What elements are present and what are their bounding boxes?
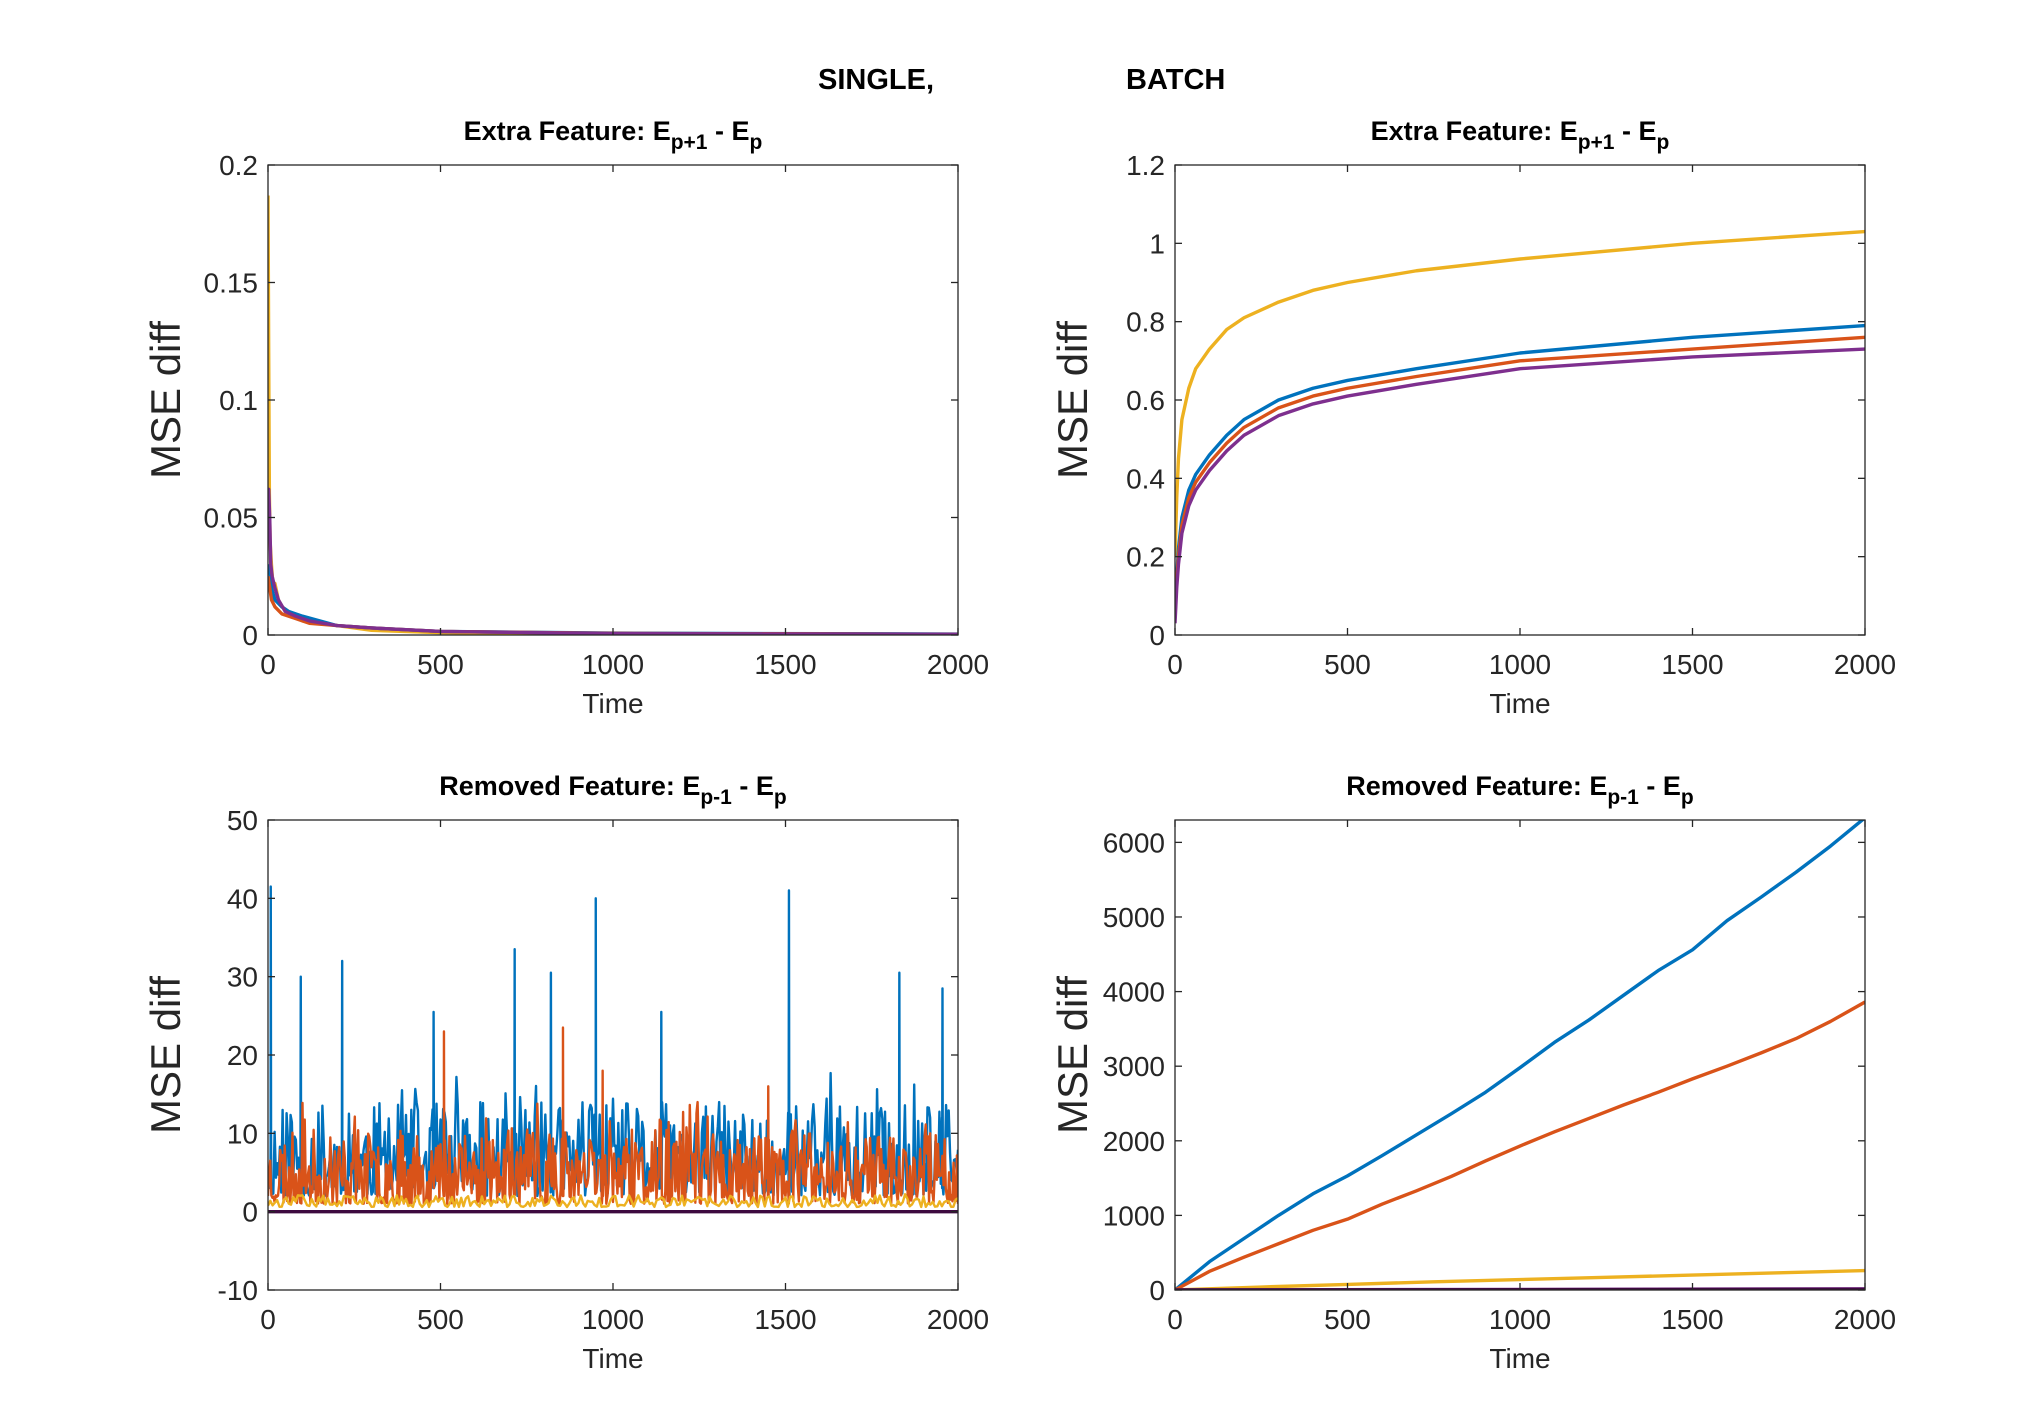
y-tick-label: 0.6 [1126, 385, 1165, 416]
x-tick-label: 500 [1324, 649, 1371, 680]
y-axis-label: MSE diff [142, 321, 189, 479]
x-tick-label: 0 [1167, 1304, 1183, 1335]
y-tick-label: 4000 [1103, 977, 1165, 1008]
x-tick-label: 1000 [582, 1304, 644, 1335]
y-tick-label: 0.2 [219, 150, 258, 181]
series-line-0 [1175, 820, 1865, 1290]
y-tick-label: 0 [242, 1197, 258, 1228]
suptitle-batch: BATCH [1126, 64, 1225, 96]
series-line-3 [1175, 347, 1865, 624]
x-axis-label: Time [1489, 1343, 1550, 1374]
y-tick-label: 0.8 [1126, 307, 1165, 338]
plot-area [1175, 820, 1865, 1290]
x-tick-label: 1500 [1661, 649, 1723, 680]
x-axis-label: Time [1489, 688, 1550, 719]
y-tick-label: 0 [1149, 1275, 1165, 1306]
y-axis-label: MSE diff [1049, 976, 1096, 1134]
y-tick-label: 1000 [1103, 1200, 1165, 1231]
y-tick-label: 3000 [1103, 1051, 1165, 1082]
series-line-2 [1175, 1268, 1865, 1290]
x-tick-label: 1500 [1661, 1304, 1723, 1335]
y-tick-label: 0.1 [219, 385, 258, 416]
x-axis-label: Time [582, 688, 643, 719]
y-axis-label: MSE diff [142, 976, 189, 1134]
chart-batch-removed: 0 500 1000 1500 2000 0 1000 2000 3000 4000 5000 600… [1049, 771, 1896, 1374]
y-tick-label: 0.4 [1126, 463, 1165, 494]
x-tick-label: 1000 [582, 649, 644, 680]
y-tick-label: 0.05 [204, 503, 259, 534]
chart-title: Extra Feature: Ep+1 - Ep [1371, 116, 1670, 154]
series-line-1 [268, 1026, 958, 1206]
y-tick-label: -10 [218, 1275, 258, 1306]
chart-batch-extra: 0 500 1000 1500 2000 0 0.2 0.4 0.6 0.8 1 1.2 Time MSE… [1049, 116, 1896, 719]
y-tick-label: 1 [1149, 228, 1165, 259]
y-axis-label: MSE diff [1049, 321, 1096, 479]
x-tick-label: 2000 [1834, 1304, 1896, 1335]
series-line-0 [1175, 229, 1865, 557]
x-tick-label: 0 [260, 649, 276, 680]
x-tick-label: 500 [1324, 1304, 1371, 1335]
chart-title: Removed Feature: Ep-1 - Ep [439, 771, 786, 809]
y-tick-label: 50 [227, 805, 258, 836]
y-tick-label: 6000 [1103, 827, 1165, 858]
x-axis-label: Time [582, 1343, 643, 1374]
suptitle-single: SINGLE, [818, 64, 934, 96]
x-tick-label: 2000 [1834, 649, 1896, 680]
y-tick-label: 1.2 [1126, 150, 1165, 181]
y-tick-label: 5000 [1103, 902, 1165, 933]
x-tick-label: 2000 [927, 649, 989, 680]
y-tick-label: 20 [227, 1040, 258, 1071]
y-tick-label: 40 [227, 883, 258, 914]
x-tick-label: 0 [260, 1304, 276, 1335]
series-line-3 [268, 487, 958, 635]
x-tick-label: 0 [1167, 649, 1183, 680]
y-tick-label: 0 [242, 620, 258, 651]
series-line-1 [1175, 1000, 1865, 1290]
y-tick-label: 2000 [1103, 1126, 1165, 1157]
y-tick-label: 0.2 [1126, 542, 1165, 573]
y-tick-label: 0.15 [204, 268, 259, 299]
x-tick-label: 1000 [1489, 1304, 1551, 1335]
chart-title: Extra Feature: Ep+1 - Ep [464, 116, 763, 154]
y-tick-label: 30 [227, 962, 258, 993]
series-group [268, 885, 958, 1214]
chart-title: Removed Feature: Ep-1 - Ep [1346, 771, 1693, 809]
y-tick-label: 10 [227, 1118, 258, 1149]
x-tick-label: 2000 [927, 1304, 989, 1335]
plot-area [268, 165, 958, 635]
x-tick-label: 1500 [754, 1304, 816, 1335]
x-tick-label: 1000 [1489, 649, 1551, 680]
series-line-2 [268, 1193, 958, 1209]
plot-area [268, 820, 958, 1290]
plot-area [1175, 165, 1865, 635]
x-tick-label: 1500 [754, 649, 816, 680]
y-tick-label: 0 [1149, 620, 1165, 651]
series-group [1175, 229, 1865, 624]
x-tick-label: 500 [417, 1304, 464, 1335]
chart-single-extra: 0 500 1000 1500 2000 0 0.05 0.1 0.15 0.2 Time MSE d… [142, 116, 989, 719]
x-tick-label: 500 [417, 649, 464, 680]
